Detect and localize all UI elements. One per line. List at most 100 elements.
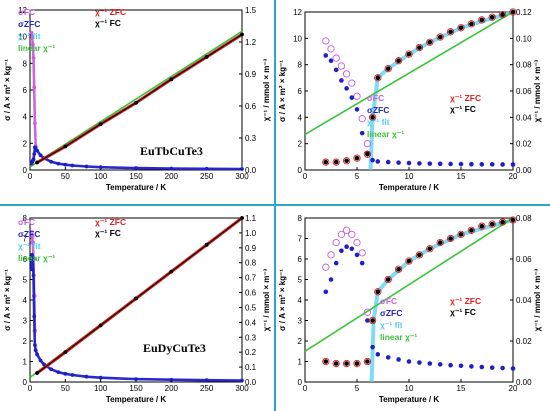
x-tick-label: 300 (235, 384, 249, 393)
data-point-chiInvZFC (353, 154, 361, 162)
data-point-sigmaZFC (500, 162, 505, 167)
data-point-chiInvZFC (457, 230, 465, 239)
x-axis-label: Temperature / K (379, 395, 440, 404)
data-point-sigmaZFC (385, 355, 391, 360)
legend-linearChi: linear χ⁻¹ (18, 253, 55, 263)
series-line-linearChi (29, 30, 243, 168)
data-point-chiInvZFC (374, 74, 382, 82)
data-point-chiInvZFC (363, 357, 372, 366)
x-tick-label: 10 (405, 384, 414, 393)
y-right-tick-label: 0.5 (245, 303, 257, 312)
y-left-tick-label: 12 (18, 6, 27, 15)
data-point-sigmaFC (358, 249, 366, 257)
legend-linearChi: linear χ⁻¹ (18, 43, 55, 53)
data-point-chiInvZFC (415, 251, 424, 259)
data-point-chiInvZFC (457, 24, 465, 32)
data-point-sigmaZFC (510, 366, 516, 371)
data-point-sigmaZFC (437, 161, 443, 167)
data-point-sigmaFC (353, 92, 361, 100)
data-point-chiInvZFC (332, 158, 340, 166)
data-point-chiInvFC (417, 252, 422, 258)
data-point-chiInvZFC (467, 20, 476, 28)
data-point-sigmaFC (342, 226, 351, 234)
compound-label: EuDyCuTe3 (143, 341, 206, 355)
x-tick-label: 0 (28, 384, 33, 393)
y-left-axis-label: σ / A × m² × kg⁻¹ (278, 60, 287, 122)
data-point-chiInvFC (458, 232, 464, 237)
legend-chiFit: χ⁻¹ fit (18, 31, 41, 41)
y-left-tick-label: 1 (298, 358, 303, 367)
data-point-sigmaZFC (479, 364, 485, 370)
data-point-sigmaZFC (479, 162, 485, 167)
data-point-sigmaZFC (500, 365, 505, 371)
y-right-tick-label: 0.0 (245, 378, 257, 387)
y-left-tick-label: 4 (23, 296, 28, 305)
y-right-tick-label: 0.6 (245, 289, 257, 298)
x-tick-label: 5 (355, 384, 360, 393)
data-point-chiInvFC (489, 221, 495, 227)
y-left-axis-label: σ / A × m² × kg⁻¹ (3, 59, 12, 121)
data-point-sigmaZFC (328, 277, 334, 282)
y-left-tick-label: 0 (23, 378, 28, 387)
y-right-tick-label: 1.1 (245, 214, 257, 223)
data-point-chiInvFC (370, 115, 375, 120)
data-point-sigmaZFC (489, 365, 495, 370)
data-point-sigmaFC (337, 62, 346, 70)
chart-panel-dy-full: 0 50 100 150 200 250 300 0 1 2 3 4 5 6 7 8 0.0 0.1 0.2 0.3 0… (3, 214, 271, 404)
y-left-tick-label: 6 (23, 255, 28, 264)
data-point-chiInvFC (344, 361, 349, 366)
data-point-sigmaFC (322, 37, 330, 45)
y-left-tick-label: 8 (23, 214, 28, 223)
y-left-tick-label: 0 (23, 166, 28, 175)
data-point-sigmaZFC (333, 260, 339, 266)
legend-chiInvZFC: χ⁻¹ ZFC (450, 296, 481, 306)
data-point-chiInvFC (448, 29, 453, 35)
y-right-tick-label: 0.9 (245, 70, 257, 79)
legend-sigmaFC: σFC (380, 296, 397, 306)
legend-sigmaFC: σFC (367, 93, 384, 103)
y-left-tick-label: 6 (298, 87, 303, 96)
x-tick-label: 150 (129, 384, 143, 393)
data-point-sigmaFC (342, 70, 351, 78)
x-tick-label: 200 (165, 172, 179, 181)
x-tick-label: 5 (355, 172, 360, 181)
x-tick-label: 15 (457, 172, 466, 181)
data-point-chiInvZFC (368, 113, 377, 121)
series-line-linearChi (304, 217, 514, 352)
data-point-sigmaFC (348, 230, 356, 239)
y-right-tick-label: 0.06 (516, 87, 532, 96)
chart-panel-tb-zoom: 0 5 10 15 20 0 2 4 6 8 10 12 0.00 0.02 0.04 0.06 0.08 0.1… (278, 8, 542, 192)
data-point-chiInvFC (417, 45, 422, 50)
x-tick-label: 50 (61, 384, 70, 393)
data-point-sigmaZFC (375, 159, 381, 164)
x-tick-label: 15 (457, 384, 466, 393)
data-point-sigmaZFC (406, 160, 412, 166)
data-point-sigmaZFC (458, 363, 464, 369)
data-point-sigmaZFC (359, 260, 365, 266)
legend-linearChi: linear χ⁻¹ (367, 129, 404, 139)
y-right-axis-label: χ⁻¹ / mmol × m⁻³ (262, 268, 271, 331)
y-right-tick-label: 0.10 (516, 34, 532, 43)
data-point-chiInvZFC (436, 238, 444, 247)
legend-chiInvZFC: χ⁻¹ ZFC (95, 217, 126, 227)
data-point-chiInvZFC (446, 28, 455, 36)
y-right-tick-label: 0.9 (245, 244, 257, 253)
y-left-tick-label: 0 (298, 378, 303, 387)
data-point-sigmaZFC (489, 162, 495, 167)
data-point-chiInvFC (500, 219, 505, 225)
legend-chiInvFC: χ⁻¹ FC (95, 18, 121, 28)
x-axis-label: Temperature / K (379, 183, 440, 192)
y-right-tick-label: 0.6 (245, 102, 257, 111)
data-point-sigmaFC (332, 54, 340, 62)
x-tick-label: 20 (509, 384, 518, 393)
data-point-chiInvZFC (405, 50, 413, 58)
y-left-tick-label: 2 (23, 337, 28, 346)
y-right-tick-label: 1.2 (245, 38, 257, 47)
data-point-chiInvZFC (488, 220, 496, 228)
series-trace-sigmaZFC (30, 253, 243, 382)
y-right-tick-label: 0.8 (245, 259, 257, 268)
y-right-tick-label: 0.08 (516, 214, 532, 223)
data-point-chiInvFC (469, 21, 474, 27)
data-point-sigmaZFC (375, 352, 381, 357)
data-point-sigmaZFC (344, 86, 349, 91)
